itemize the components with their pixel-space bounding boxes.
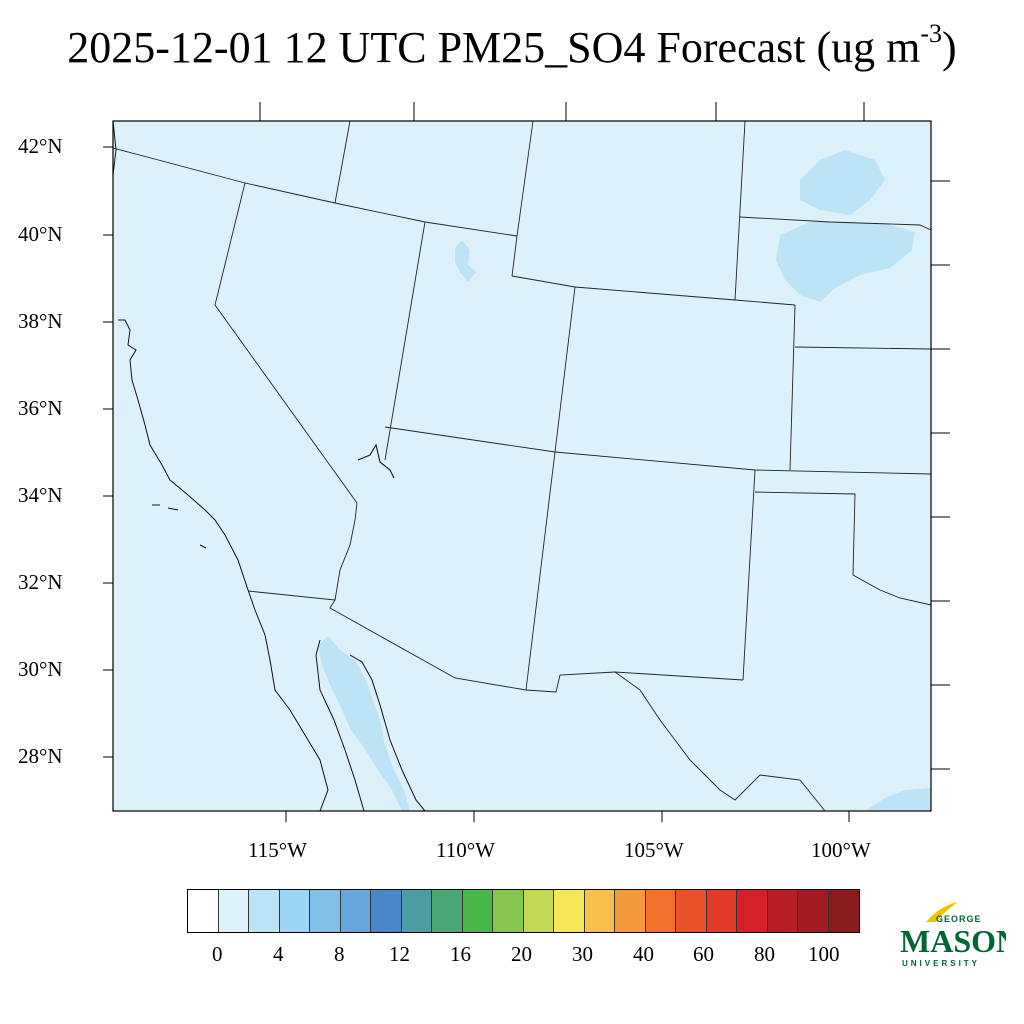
colorbar-label-40: 40	[633, 942, 654, 966]
colorbar-label-8: 8	[334, 942, 345, 966]
lake-winnipeg	[776, 222, 915, 302]
border-rio-grande	[614, 671, 826, 812]
title-exponent: -3	[920, 19, 943, 49]
lat-label-30: 30°N	[18, 657, 63, 681]
logo-main-text: MASON	[900, 923, 1006, 959]
lake-winnipegosis	[800, 150, 885, 215]
colorbar-label-12: 12	[389, 942, 410, 966]
lon-label-110: 110°W	[436, 838, 495, 862]
great-salt-lake	[455, 240, 476, 282]
border-ks-ne	[794, 346, 932, 350]
colorbar-swatch-4	[310, 890, 341, 932]
title-text: 2025-12-01 12 UTC PM25_SO4 Forecast (ug …	[67, 23, 921, 72]
map-frame	[112, 120, 932, 812]
colorbar-label-80: 80	[754, 942, 775, 966]
lon-label-100: 100°W	[811, 838, 871, 862]
lon-label-115: 115°W	[248, 838, 307, 862]
colorbar-swatch-5	[340, 890, 371, 932]
border-nv-ca-east	[214, 182, 358, 504]
colorbar-label-20: 20	[511, 942, 532, 966]
colorbar-label-4: 4	[273, 942, 284, 966]
colorbar-swatch-8	[432, 890, 463, 932]
axis-ticks	[103, 102, 950, 822]
colorbar-swatch-0	[188, 890, 219, 932]
colorbar-swatch-19	[767, 890, 798, 932]
logo-bottom-text: UNIVERSITY	[902, 959, 980, 968]
colorbar-swatch-12	[554, 890, 585, 932]
colorbar-label-60: 60	[693, 942, 714, 966]
lat-label-32: 32°N	[18, 570, 63, 594]
colorbar-swatch-20	[798, 890, 829, 932]
lon-label-105: 105°W	[624, 838, 684, 862]
colorbar-swatch-18	[737, 890, 768, 932]
border-ok-red-river	[754, 491, 932, 606]
baja-east-coast	[315, 639, 365, 812]
border-sd-ne	[739, 216, 932, 231]
border-ut-west	[384, 221, 426, 461]
border-us-mexico-west	[247, 590, 744, 693]
colorbar-swatch-21	[828, 890, 859, 932]
colorbar-swatch-2	[249, 890, 280, 932]
colorbar-swatch-3	[279, 890, 310, 932]
border-co-ks	[789, 304, 796, 471]
colorbar-label-100: 100	[808, 942, 840, 966]
border-wy-south	[511, 275, 796, 306]
gulf-of-california	[318, 636, 410, 811]
lat-label-28: 28°N	[18, 744, 63, 768]
forecast-map	[103, 102, 950, 822]
colorbar-swatch-9	[462, 890, 493, 932]
border-ca-az-river	[334, 502, 358, 601]
colorbar-swatch-1	[218, 890, 249, 932]
california-coast	[112, 120, 329, 812]
george-mason-logo: GEORGE MASON UNIVERSITY	[900, 902, 1006, 968]
logo-top-text: GEORGE	[936, 914, 982, 924]
border-ok-tx	[742, 469, 756, 681]
southeast-water	[865, 788, 931, 811]
lake-mead	[357, 443, 395, 479]
water-bodies	[318, 150, 931, 811]
lat-label-42: 42°N	[18, 134, 63, 158]
colorbar	[187, 889, 860, 933]
colorbar-swatch-7	[401, 890, 432, 932]
coastline	[112, 120, 426, 812]
colorbar-swatch-10	[493, 890, 524, 932]
border-co-nm	[525, 286, 576, 691]
mexico-mainland-coast	[349, 654, 426, 812]
channel-islands	[152, 504, 207, 549]
border-wy-west	[511, 120, 534, 277]
colorbar-swatch-16	[676, 890, 707, 932]
colorbar-swatch-17	[706, 890, 737, 932]
colorbar-swatch-14	[615, 890, 646, 932]
map-title: 2025-12-01 12 UTC PM25_SO4 Forecast (ug …	[0, 19, 1024, 73]
colorbar-label-30: 30	[572, 942, 593, 966]
logo-swoosh	[926, 902, 958, 922]
lat-label-40: 40°N	[18, 222, 63, 246]
title-close: )	[942, 23, 957, 72]
lat-label-36: 36°N	[18, 396, 63, 420]
colorbar-label-0: 0	[212, 942, 223, 966]
border-wy-ne	[734, 120, 746, 301]
border-id-wy	[334, 120, 351, 204]
colorbar-swatch-13	[584, 890, 615, 932]
border-ut-az-nm	[384, 426, 932, 475]
boundaries	[112, 120, 932, 812]
lat-label-34: 34°N	[18, 483, 63, 507]
colorbar-label-16: 16	[450, 942, 471, 966]
colorbar-swatch-15	[645, 890, 676, 932]
colorbar-swatch-6	[371, 890, 402, 932]
lat-label-38: 38°N	[18, 309, 63, 333]
colorbar-swatch-11	[523, 890, 554, 932]
